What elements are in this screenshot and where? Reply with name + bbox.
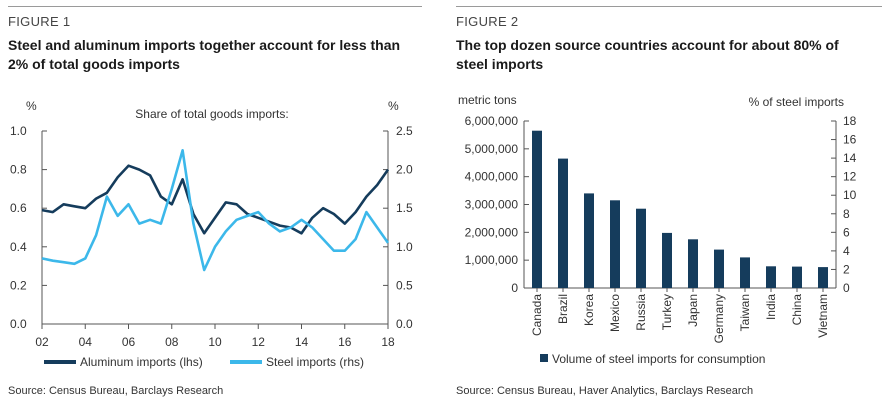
figure-1-top-rule	[8, 6, 422, 7]
right-y-tick-label: 8	[843, 207, 850, 221]
bar-china	[792, 266, 802, 288]
figure-2-top-rule	[456, 6, 882, 7]
x-category-label: Korea	[582, 294, 596, 326]
x-category-label: Turkey	[660, 294, 674, 330]
figure-1-source: Source: Census Bureau, Barclays Research	[8, 385, 224, 397]
x-tick-label: 06	[122, 335, 136, 349]
bar-taiwan	[740, 257, 750, 288]
x-tick-label: 12	[252, 335, 266, 349]
right-y-tick-label: 0.0	[396, 317, 413, 331]
right-y-tick-label: 16	[843, 133, 857, 147]
right-y-tick-label: 12	[843, 170, 857, 184]
bar-japan	[688, 239, 698, 288]
figure-1-line-chart: 0.0 0.2 0.4 0.6 0.8 1.0 0.0 0.5 1.0 1.5 2.0 2.5 02 04…	[10, 99, 413, 369]
right-y-tick-label: 18	[843, 114, 857, 128]
x-category-label: Taiwan	[738, 294, 752, 331]
left-y-tick-label: 0.6	[10, 201, 27, 215]
bar-vietnam	[818, 267, 828, 288]
bar-brazil	[558, 158, 568, 288]
right-y-tick-label: 1.5	[396, 201, 413, 215]
figure-1-panel: FIGURE 1 Steel and aluminum imports toge…	[0, 0, 430, 405]
x-category-label: Russia	[634, 294, 648, 331]
x-category-label: Canada	[530, 294, 544, 336]
right-y-tick-label: 2	[843, 262, 850, 276]
legend-volume-label: Volume of steel imports for consumption	[552, 352, 765, 366]
figure-1-label: FIGURE 1	[8, 14, 71, 29]
x-tick-label: 04	[79, 335, 93, 349]
figure-2-label: FIGURE 2	[456, 14, 519, 29]
figure-2-bar-chart: 0 1,000,000 2,000,000 3,000,000 4,000,000 5,0…	[458, 93, 857, 366]
x-category-label: Brazil	[556, 294, 570, 324]
x-category-label: China	[790, 294, 804, 326]
x-category-label: Vietnam	[816, 294, 830, 338]
bar-germany	[714, 249, 724, 288]
figure-2-panel: FIGURE 2 The top dozen source countries …	[448, 0, 890, 405]
figure-2-source: Source: Census Bureau, Haver Analytics, …	[456, 385, 754, 397]
steel-imports-line	[41, 149, 390, 272]
right-y-tick-label: 1.0	[396, 240, 413, 254]
right-y-tick-label: 0.5	[396, 278, 413, 292]
left-y-tick-label: 2,000,000	[465, 225, 519, 239]
right-y-tick-label: 6	[843, 225, 850, 239]
left-y-tick-label: 5,000,000	[465, 142, 519, 156]
left-y-tick-label: 0.0	[10, 317, 27, 331]
x-category-label: India	[764, 294, 778, 320]
bar-mexico	[610, 200, 620, 288]
right-y-unit-label: % of steel imports	[749, 95, 844, 109]
left-y-tick-label: 6,000,000	[465, 114, 519, 128]
right-y-tick-label: 4	[843, 244, 850, 258]
left-y-tick-label: 0.8	[10, 163, 27, 177]
figure-1-title: Steel and aluminum imports together acco…	[8, 37, 401, 72]
legend-volume-swatch	[540, 354, 548, 362]
x-tick-label: 02	[35, 335, 49, 349]
legend-steel-label: Steel imports (rhs)	[266, 355, 364, 369]
left-y-tick-label: 3,000,000	[465, 198, 519, 212]
right-y-unit-label: %	[388, 99, 399, 113]
x-tick-label: 16	[338, 335, 352, 349]
chart-inner-title: Share of total goods imports:	[135, 107, 288, 121]
right-y-tick-label: 14	[843, 151, 857, 165]
left-y-tick-label: 1.0	[10, 124, 27, 138]
left-y-tick-label: 0.4	[10, 240, 27, 254]
left-y-tick-label: 0.2	[10, 278, 27, 292]
bar-korea	[584, 193, 594, 288]
left-y-tick-label: 4,000,000	[465, 170, 519, 184]
x-category-label: Japan	[686, 294, 700, 327]
bar-turkey	[662, 232, 672, 288]
left-y-unit-label: metric tons	[458, 93, 517, 107]
legend-aluminum-label: Aluminum imports (lhs)	[80, 355, 203, 369]
bar-russia	[636, 208, 646, 288]
left-y-tick-label: 1,000,000	[465, 253, 519, 267]
right-y-tick-label: 2.5	[396, 124, 413, 138]
x-category-label: Mexico	[608, 294, 622, 332]
bar-canada	[532, 130, 542, 288]
x-tick-label: 08	[165, 335, 179, 349]
x-category-label: Germany	[712, 294, 726, 343]
right-y-tick-label: 2.0	[396, 163, 413, 177]
left-y-unit-label: %	[26, 99, 37, 113]
bar-india	[766, 266, 776, 288]
left-y-tick-label: 0	[511, 281, 518, 295]
right-y-tick-label: 0	[843, 281, 850, 295]
x-tick-label: 14	[295, 335, 309, 349]
aluminum-imports-line	[41, 164, 390, 235]
right-y-tick-label: 10	[843, 188, 857, 202]
figure-2-title: The top dozen source countries account f…	[456, 37, 839, 72]
x-tick-label: 10	[208, 335, 222, 349]
x-tick-label: 18	[381, 335, 395, 349]
